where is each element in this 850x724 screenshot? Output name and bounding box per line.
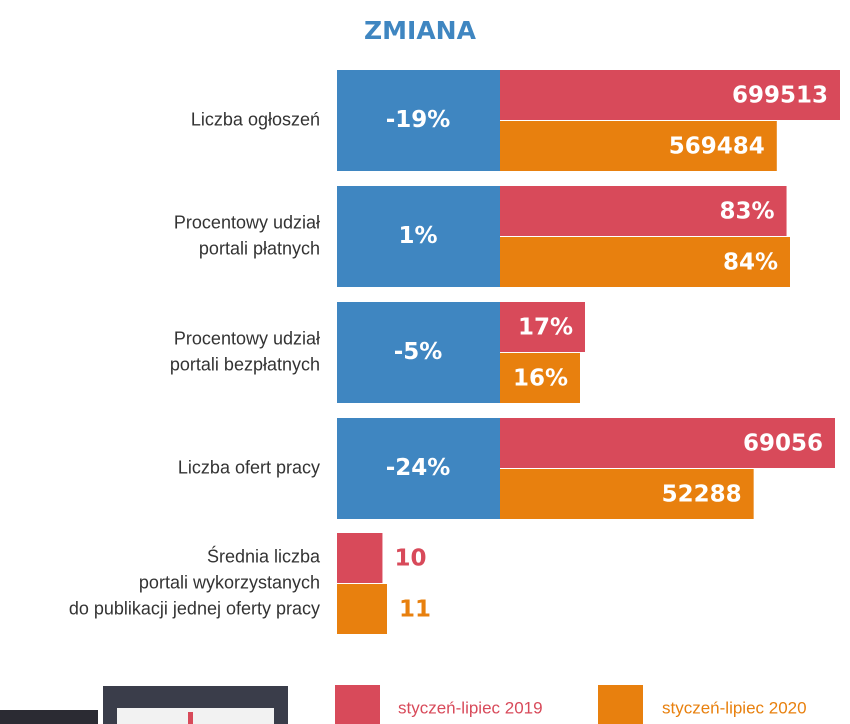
legend-swatch	[335, 685, 380, 724]
laptop-icon	[0, 686, 288, 724]
change-label: -5%	[394, 339, 443, 365]
category-label: Liczba ofert pracy	[178, 457, 320, 477]
icon-part	[188, 712, 193, 724]
legend-label: styczeń-lipiec 2020	[662, 698, 807, 717]
value-label: 83%	[719, 199, 774, 225]
icon-part	[117, 708, 274, 724]
value-label: 11	[399, 597, 431, 623]
change-label: 1%	[398, 223, 437, 249]
value-label: 69056	[743, 431, 823, 457]
bar	[337, 584, 387, 634]
value-label: 10	[394, 546, 426, 572]
value-label: 699513	[732, 83, 828, 109]
bar	[337, 533, 382, 583]
change-label: -19%	[386, 107, 451, 133]
category-label: Procentowy udział	[174, 328, 320, 348]
legend-label: styczeń-lipiec 2019	[398, 698, 543, 717]
change-label: -24%	[386, 455, 451, 481]
category-label: Procentowy udział	[174, 212, 320, 232]
category-label: Liczba ogłoszeń	[191, 109, 320, 129]
value-label: 569484	[669, 134, 765, 160]
category-label: portali płatnych	[199, 238, 320, 258]
value-label: 52288	[662, 482, 742, 508]
category-label: do publikacji jednej oferty pracy	[69, 598, 320, 618]
category-label: portali wykorzystanych	[139, 572, 320, 592]
legend-swatch	[598, 685, 643, 724]
category-label: Średnia liczba	[207, 545, 321, 566]
icon-part	[0, 710, 98, 724]
category-label: portali bezpłatnych	[170, 354, 320, 374]
value-label: 16%	[513, 366, 568, 392]
chart-title: ZMIANA	[364, 16, 477, 45]
chart: ZMIANA Liczba ogłoszeń -19% 699513 569484 Pr…	[0, 0, 850, 724]
value-label: 84%	[723, 250, 778, 276]
value-label: 17%	[518, 315, 573, 341]
